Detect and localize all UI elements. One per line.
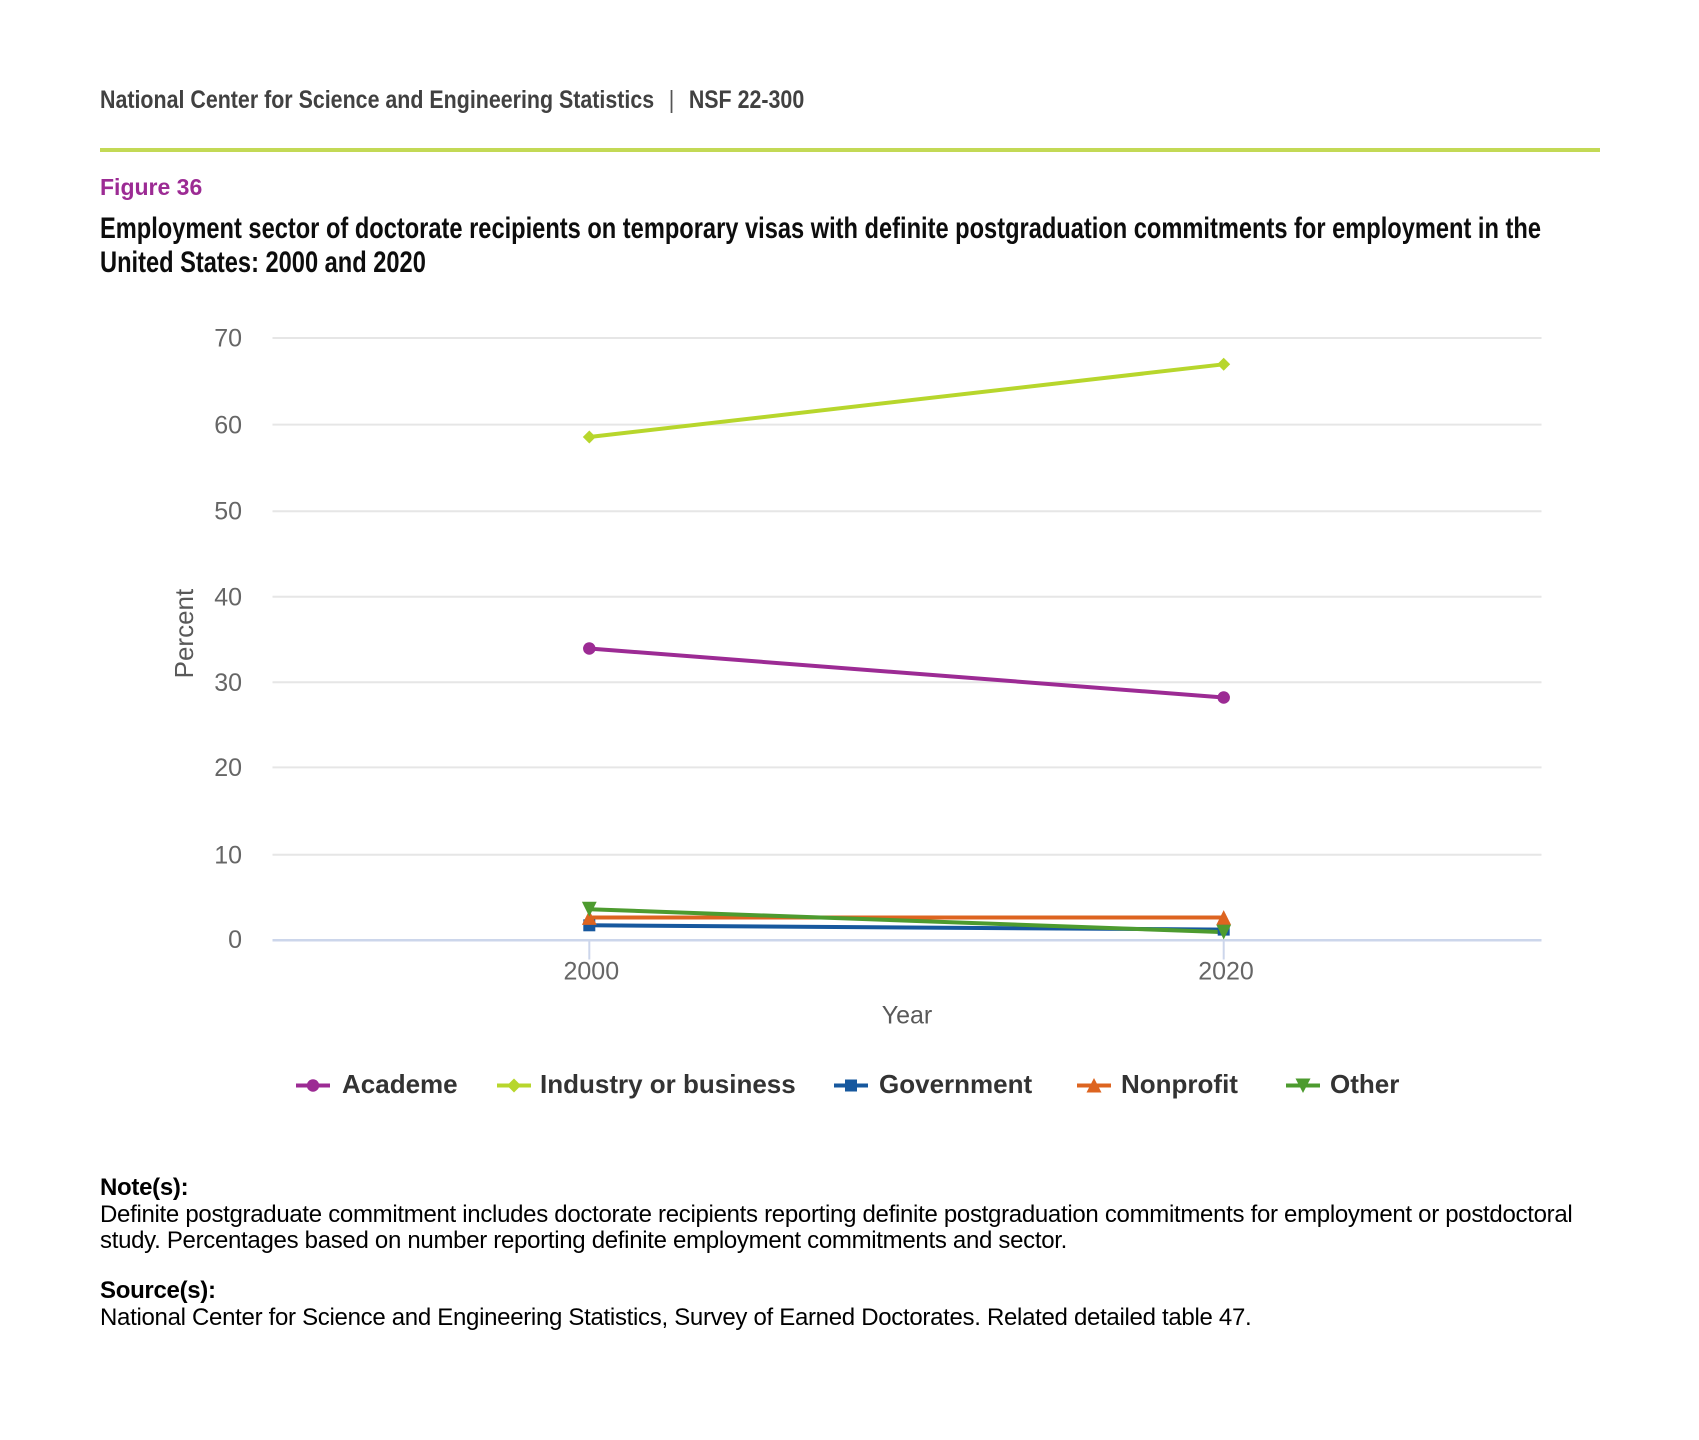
- svg-text:60: 60: [214, 411, 242, 439]
- svg-text:Other: Other: [1330, 1069, 1399, 1099]
- svg-text:70: 70: [214, 325, 242, 353]
- svg-text:Year: Year: [882, 1001, 933, 1029]
- svg-text:Nonprofit: Nonprofit: [1121, 1069, 1238, 1099]
- svg-text:50: 50: [214, 498, 242, 526]
- svg-text:0: 0: [228, 926, 242, 954]
- svg-text:Academe: Academe: [342, 1069, 458, 1099]
- svg-text:10: 10: [214, 842, 242, 870]
- svg-text:Industry or business: Industry or business: [540, 1069, 796, 1099]
- svg-text:20: 20: [214, 754, 242, 782]
- svg-text:30: 30: [214, 669, 242, 697]
- svg-text:2020: 2020: [1198, 958, 1254, 986]
- svg-text:40: 40: [214, 583, 242, 611]
- svg-text:2000: 2000: [563, 958, 619, 986]
- svg-text:Percent: Percent: [169, 588, 199, 678]
- svg-text:Government: Government: [879, 1069, 1032, 1099]
